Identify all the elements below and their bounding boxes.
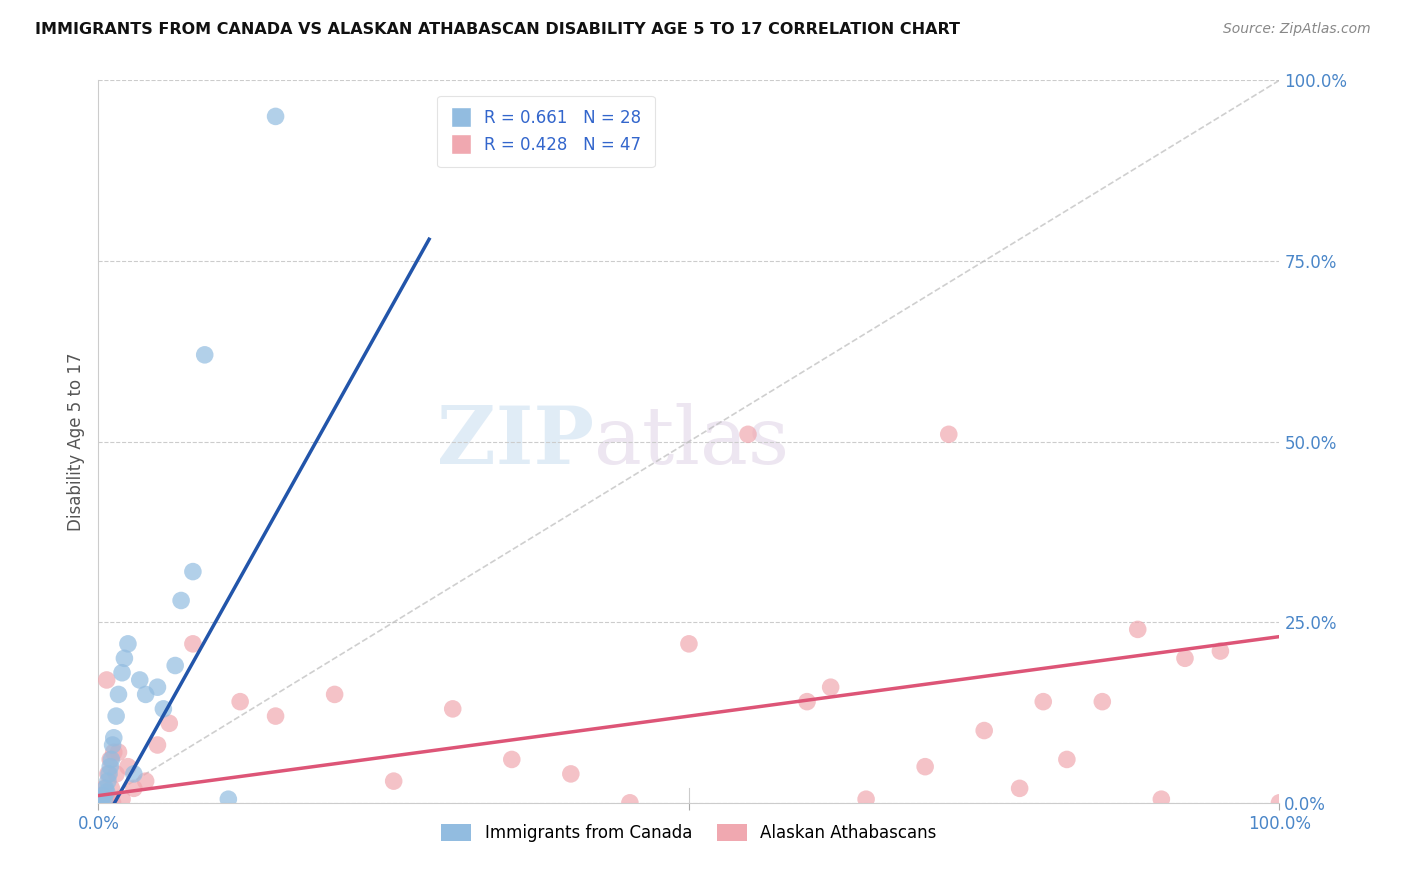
Point <box>96 785 118 799</box>
Point <box>91 796 114 810</box>
Point <box>111 665 134 680</box>
Point <box>91 796 114 810</box>
Point <box>1268 796 1291 810</box>
Point <box>89 792 111 806</box>
Point <box>441 702 464 716</box>
Point <box>94 781 117 796</box>
Point <box>105 709 128 723</box>
Point <box>122 767 145 781</box>
Point <box>165 658 187 673</box>
Text: Source: ZipAtlas.com: Source: ZipAtlas.com <box>1223 22 1371 37</box>
Point <box>229 695 252 709</box>
Point <box>855 792 877 806</box>
Point <box>135 774 157 789</box>
Point <box>90 789 112 803</box>
Point <box>105 767 128 781</box>
Point <box>501 752 523 766</box>
Point <box>100 781 122 796</box>
Point <box>1056 752 1078 766</box>
Point <box>1091 695 1114 709</box>
Point <box>101 738 124 752</box>
Point <box>135 687 157 701</box>
Point <box>938 427 960 442</box>
Point <box>264 709 287 723</box>
Point <box>98 767 121 781</box>
Point <box>217 792 239 806</box>
Point <box>128 673 150 687</box>
Point <box>107 687 129 701</box>
Point <box>170 593 193 607</box>
Point <box>1150 792 1173 806</box>
Point <box>619 796 641 810</box>
Y-axis label: Disability Age 5 to 17: Disability Age 5 to 17 <box>66 352 84 531</box>
Point <box>914 760 936 774</box>
Point <box>93 792 115 806</box>
Legend: Immigrants from Canada, Alaskan Athabascans: Immigrants from Canada, Alaskan Athabasc… <box>434 817 943 848</box>
Text: atlas: atlas <box>595 402 790 481</box>
Text: ZIP: ZIP <box>437 402 595 481</box>
Point <box>98 760 121 774</box>
Point <box>1008 781 1031 796</box>
Point <box>194 348 217 362</box>
Point <box>1209 644 1232 658</box>
Point <box>152 702 174 716</box>
Point <box>560 767 582 781</box>
Point <box>101 796 124 810</box>
Text: IMMIGRANTS FROM CANADA VS ALASKAN ATHABASCAN DISABILITY AGE 5 TO 17 CORRELATION : IMMIGRANTS FROM CANADA VS ALASKAN ATHABA… <box>35 22 960 37</box>
Point <box>93 781 115 796</box>
Point <box>796 695 818 709</box>
Point <box>94 792 117 806</box>
Point <box>90 792 112 806</box>
Point <box>382 774 405 789</box>
Point <box>146 738 169 752</box>
Point <box>264 110 287 124</box>
Point <box>1174 651 1197 665</box>
Point <box>323 687 346 701</box>
Point <box>117 760 139 774</box>
Point <box>1032 695 1054 709</box>
Point <box>112 651 135 665</box>
Point <box>97 767 120 781</box>
Point <box>107 745 129 759</box>
Point <box>122 781 145 796</box>
Point <box>157 716 180 731</box>
Point <box>103 731 125 745</box>
Point <box>103 745 125 759</box>
Point <box>91 789 114 803</box>
Point <box>111 792 134 806</box>
Point <box>98 752 121 766</box>
Point <box>100 752 122 766</box>
Point <box>146 680 169 694</box>
Point <box>97 774 120 789</box>
Point <box>737 427 759 442</box>
Point <box>181 637 204 651</box>
Point <box>1126 623 1149 637</box>
Point <box>678 637 700 651</box>
Point <box>117 637 139 651</box>
Point <box>91 792 114 806</box>
Point <box>96 673 118 687</box>
Point <box>181 565 204 579</box>
Point <box>98 796 121 810</box>
Point <box>973 723 995 738</box>
Point <box>820 680 842 694</box>
